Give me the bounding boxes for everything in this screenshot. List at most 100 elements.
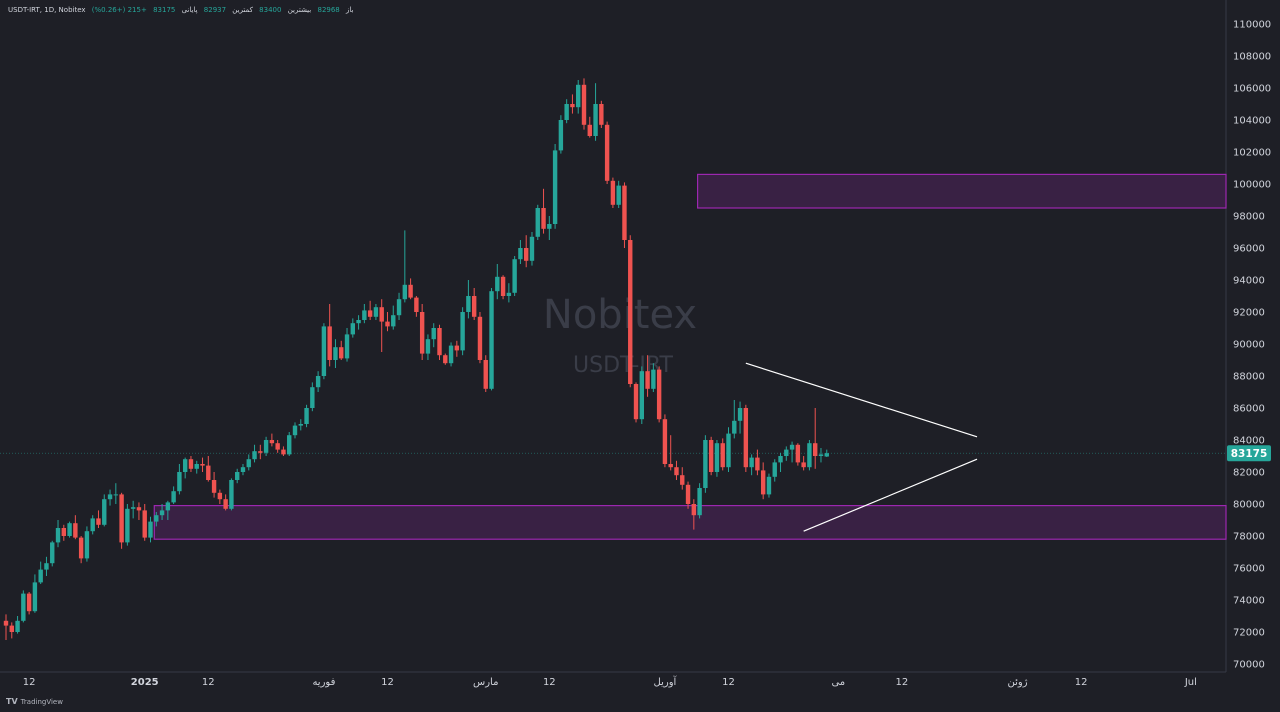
candle-body [807, 443, 812, 468]
candle-body [732, 420, 737, 434]
candle-body [159, 510, 165, 516]
candle-body [581, 84, 587, 125]
close-label: پایانی [181, 6, 198, 14]
candle-body [460, 312, 465, 351]
candle-body [680, 475, 685, 485]
candle-body [32, 582, 38, 612]
candle-body [113, 494, 119, 496]
candle-body [616, 185, 621, 205]
last-price-tag [1227, 445, 1271, 462]
candle-body [287, 435, 292, 455]
candle-body [414, 297, 419, 312]
candle-body [310, 387, 315, 408]
candle-body [656, 369, 662, 420]
x-tick-label: مارس [473, 677, 498, 688]
candle-body [102, 499, 107, 525]
candle-body [188, 459, 194, 469]
candle-body [587, 124, 592, 136]
low-label: کمترین [232, 6, 253, 14]
y-tick-label: 106000 [1233, 84, 1271, 95]
candle-body [697, 488, 702, 516]
x-tick-label: فوریه [312, 677, 335, 688]
candle-body [315, 376, 321, 388]
candle-body [547, 224, 552, 229]
candle-body [385, 321, 390, 327]
candle-body [44, 563, 49, 570]
candle-body [235, 472, 240, 480]
candle-body [78, 537, 84, 559]
y-tick-label: 78000 [1233, 532, 1265, 543]
tradingview-footer[interactable]: TV TradingView [6, 697, 63, 706]
candle-body [321, 326, 327, 376]
candle-body [558, 120, 564, 151]
candle-body [327, 326, 332, 360]
candle-body [379, 307, 384, 322]
x-tick-label: آوریل [654, 675, 678, 688]
candle-body [200, 464, 205, 466]
y-tick-label: 92000 [1233, 308, 1265, 319]
y-tick-label: 100000 [1233, 180, 1271, 191]
x-tick-label: 12 [202, 677, 215, 688]
candle-body [9, 625, 14, 632]
change-value: +215 (+0.26%) [91, 6, 147, 14]
candle-body [206, 465, 211, 480]
watermark-title: Nobitex [543, 292, 697, 338]
candle-body [246, 459, 251, 468]
x-tick-label: 12 [896, 677, 909, 688]
candle-body [165, 502, 171, 511]
low-value: 82937 [203, 6, 227, 14]
x-tick-label: Jul [1184, 677, 1197, 688]
candle-body [177, 472, 182, 492]
candle-body [217, 492, 223, 500]
high-value: 83400 [259, 6, 282, 14]
candle-body [789, 444, 795, 450]
open-value: 82968 [317, 6, 340, 14]
candle-body [674, 467, 679, 476]
candle-body [778, 456, 783, 463]
candle-body [125, 508, 130, 543]
y-tick-label: 76000 [1233, 564, 1265, 575]
candle-body [240, 467, 246, 472]
candle-body [633, 384, 639, 420]
candle-body [708, 440, 714, 472]
candle-body [84, 531, 90, 559]
candle-body [73, 523, 78, 538]
candle-body [824, 453, 829, 457]
candle-body [772, 462, 777, 477]
y-tick-label: 80000 [1233, 500, 1265, 511]
candle-body [720, 443, 725, 468]
y-tick-label: 98000 [1233, 212, 1265, 223]
x-tick-label: 2025 [131, 677, 159, 688]
candle-body [90, 518, 95, 532]
candle-body [755, 457, 760, 471]
candle-body [564, 104, 569, 120]
candle-body [471, 296, 477, 317]
candle-body [223, 499, 228, 509]
candle-body [506, 292, 512, 296]
close-value: 83175 [153, 6, 176, 14]
candle-body [292, 425, 298, 436]
candle-body [171, 491, 176, 503]
candle-body [749, 457, 754, 468]
candle-body [818, 454, 824, 456]
candle-body [454, 345, 460, 351]
candle-body [610, 180, 616, 205]
candle-body [518, 248, 523, 260]
candle-body [258, 451, 263, 453]
candle-body [541, 208, 546, 229]
candle-body [703, 440, 708, 488]
candle-body [50, 542, 55, 564]
y-tick-label: 102000 [1233, 148, 1271, 159]
candle-body [26, 593, 32, 612]
candle-body [3, 620, 9, 626]
candle-body [107, 494, 113, 500]
chart-header: USDT-IRT, 1D, Nobitex باز 82968 بیشترین … [8, 6, 357, 14]
candle-body [784, 449, 789, 456]
candle-body [408, 284, 413, 298]
candle-body [275, 443, 280, 450]
candle-body [604, 124, 610, 181]
candle-body [367, 310, 373, 317]
candle-body [182, 459, 188, 472]
y-tick-label: 110000 [1233, 20, 1271, 31]
